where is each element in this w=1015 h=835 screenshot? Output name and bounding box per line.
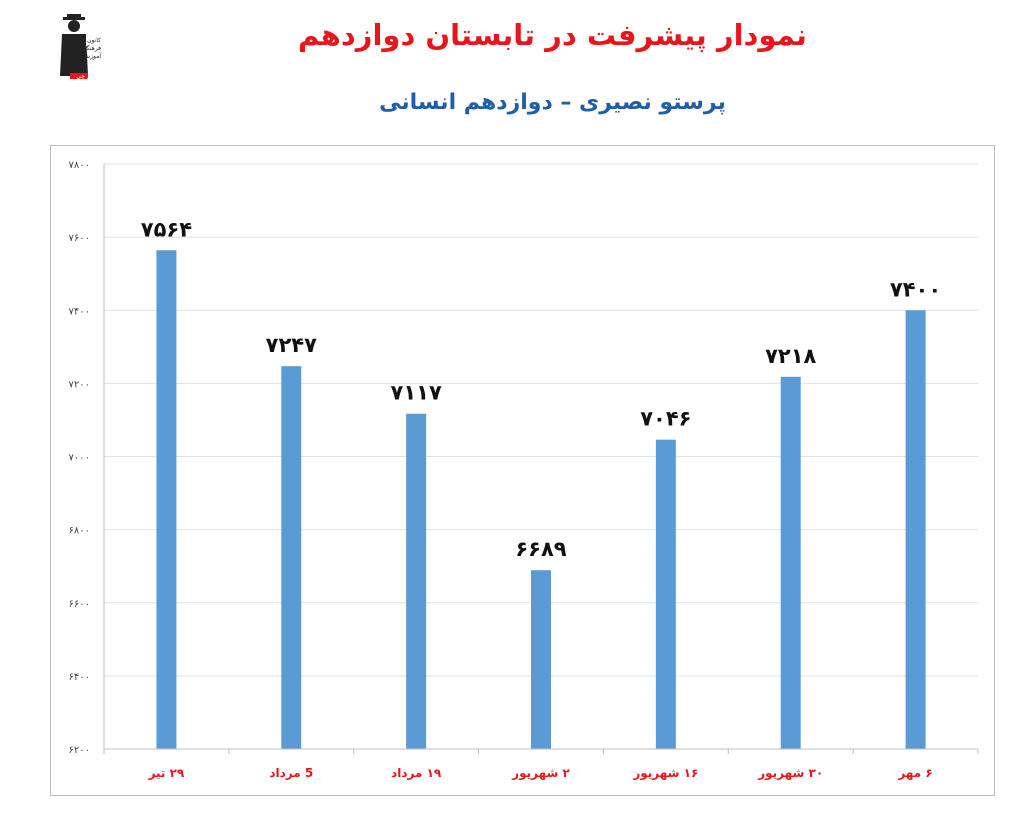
y-tick-label: ۷۰۰۰ xyxy=(69,453,90,464)
labels: ۶۲۰۰ ۶۴۰۰ ۶۶۰۰ ۶۸۰۰ ۷۰۰۰ ۷۲۰۰ ۷۴۰۰ ۷۶۰۰ ۷۸۰۰ ۷۵۶۴… xyxy=(69,160,942,781)
bar xyxy=(655,439,676,749)
y-tick-label: ۷۶۰۰ xyxy=(69,233,90,244)
data-label: ۷۱۱۷ xyxy=(391,381,442,405)
data-label: ۶۶۸۹ xyxy=(515,537,566,561)
logo-figure-icon xyxy=(60,14,102,79)
data-label: ۷۲۱۸ xyxy=(765,344,816,368)
x-tick-label: 5 مرداد xyxy=(269,766,313,780)
y-tick-label: ۷۴۰۰ xyxy=(69,306,90,317)
bar xyxy=(780,376,801,749)
kanoon-logo: کانون فرهنگی آموزش قلم چی xyxy=(50,12,102,82)
x-tick-label: ۲ شهریور xyxy=(511,766,570,781)
bars xyxy=(156,250,926,749)
y-tick-label: ۶۸۰۰ xyxy=(69,526,90,537)
y-tick-label: ۶۴۰۰ xyxy=(69,672,90,683)
logo-line: قلم چی xyxy=(76,73,96,80)
y-tick-label: ۶۶۰۰ xyxy=(69,599,90,610)
bar xyxy=(406,413,427,749)
bar xyxy=(531,570,551,749)
data-label: ۷۴۰۰ xyxy=(890,277,941,301)
logo-line: آموزش xyxy=(83,51,102,60)
page-title: نمودار پیشرفت در تابستان دوازدهم xyxy=(298,18,807,52)
chart-frame: ۶۲۰۰ ۶۴۰۰ ۶۶۰۰ ۶۸۰۰ ۷۰۰۰ ۷۲۰۰ ۷۴۰۰ ۷۶۰۰ ۷۸۰۰ ۷۵۶۴… xyxy=(50,145,995,796)
bar xyxy=(281,366,302,749)
data-label: ۷۲۴۷ xyxy=(266,333,317,357)
logo-line: کانون xyxy=(87,37,101,44)
y-tick-label: ۶۲۰۰ xyxy=(69,745,90,756)
y-tick-label: ۷۸۰۰ xyxy=(69,160,90,171)
data-label: ۷۰۴۶ xyxy=(640,407,691,431)
bar xyxy=(905,310,926,749)
data-label: ۷۵۶۴ xyxy=(141,217,192,241)
axes xyxy=(103,164,979,754)
y-tick-label: ۷۲۰۰ xyxy=(69,379,90,390)
x-tick-label: ۳۰ شهریور xyxy=(757,766,823,781)
x-tick-label: ۶ مهر xyxy=(897,766,932,780)
page-subtitle: پرستو نصیری – دوازدهم انسانی xyxy=(379,90,726,115)
logo-line: فرهنگی xyxy=(82,44,102,52)
bar xyxy=(156,250,177,749)
x-tick-label: ۱۶ شهریور xyxy=(632,766,698,781)
bar-chart: ۶۲۰۰ ۶۴۰۰ ۶۶۰۰ ۶۸۰۰ ۷۰۰۰ ۷۲۰۰ ۷۴۰۰ ۷۶۰۰ ۷۸۰۰ ۷۵۶۴… xyxy=(69,160,979,781)
x-tick-label: ۲۹ تیر xyxy=(148,766,185,780)
x-tick-label: ۱۹ مرداد xyxy=(391,766,442,780)
